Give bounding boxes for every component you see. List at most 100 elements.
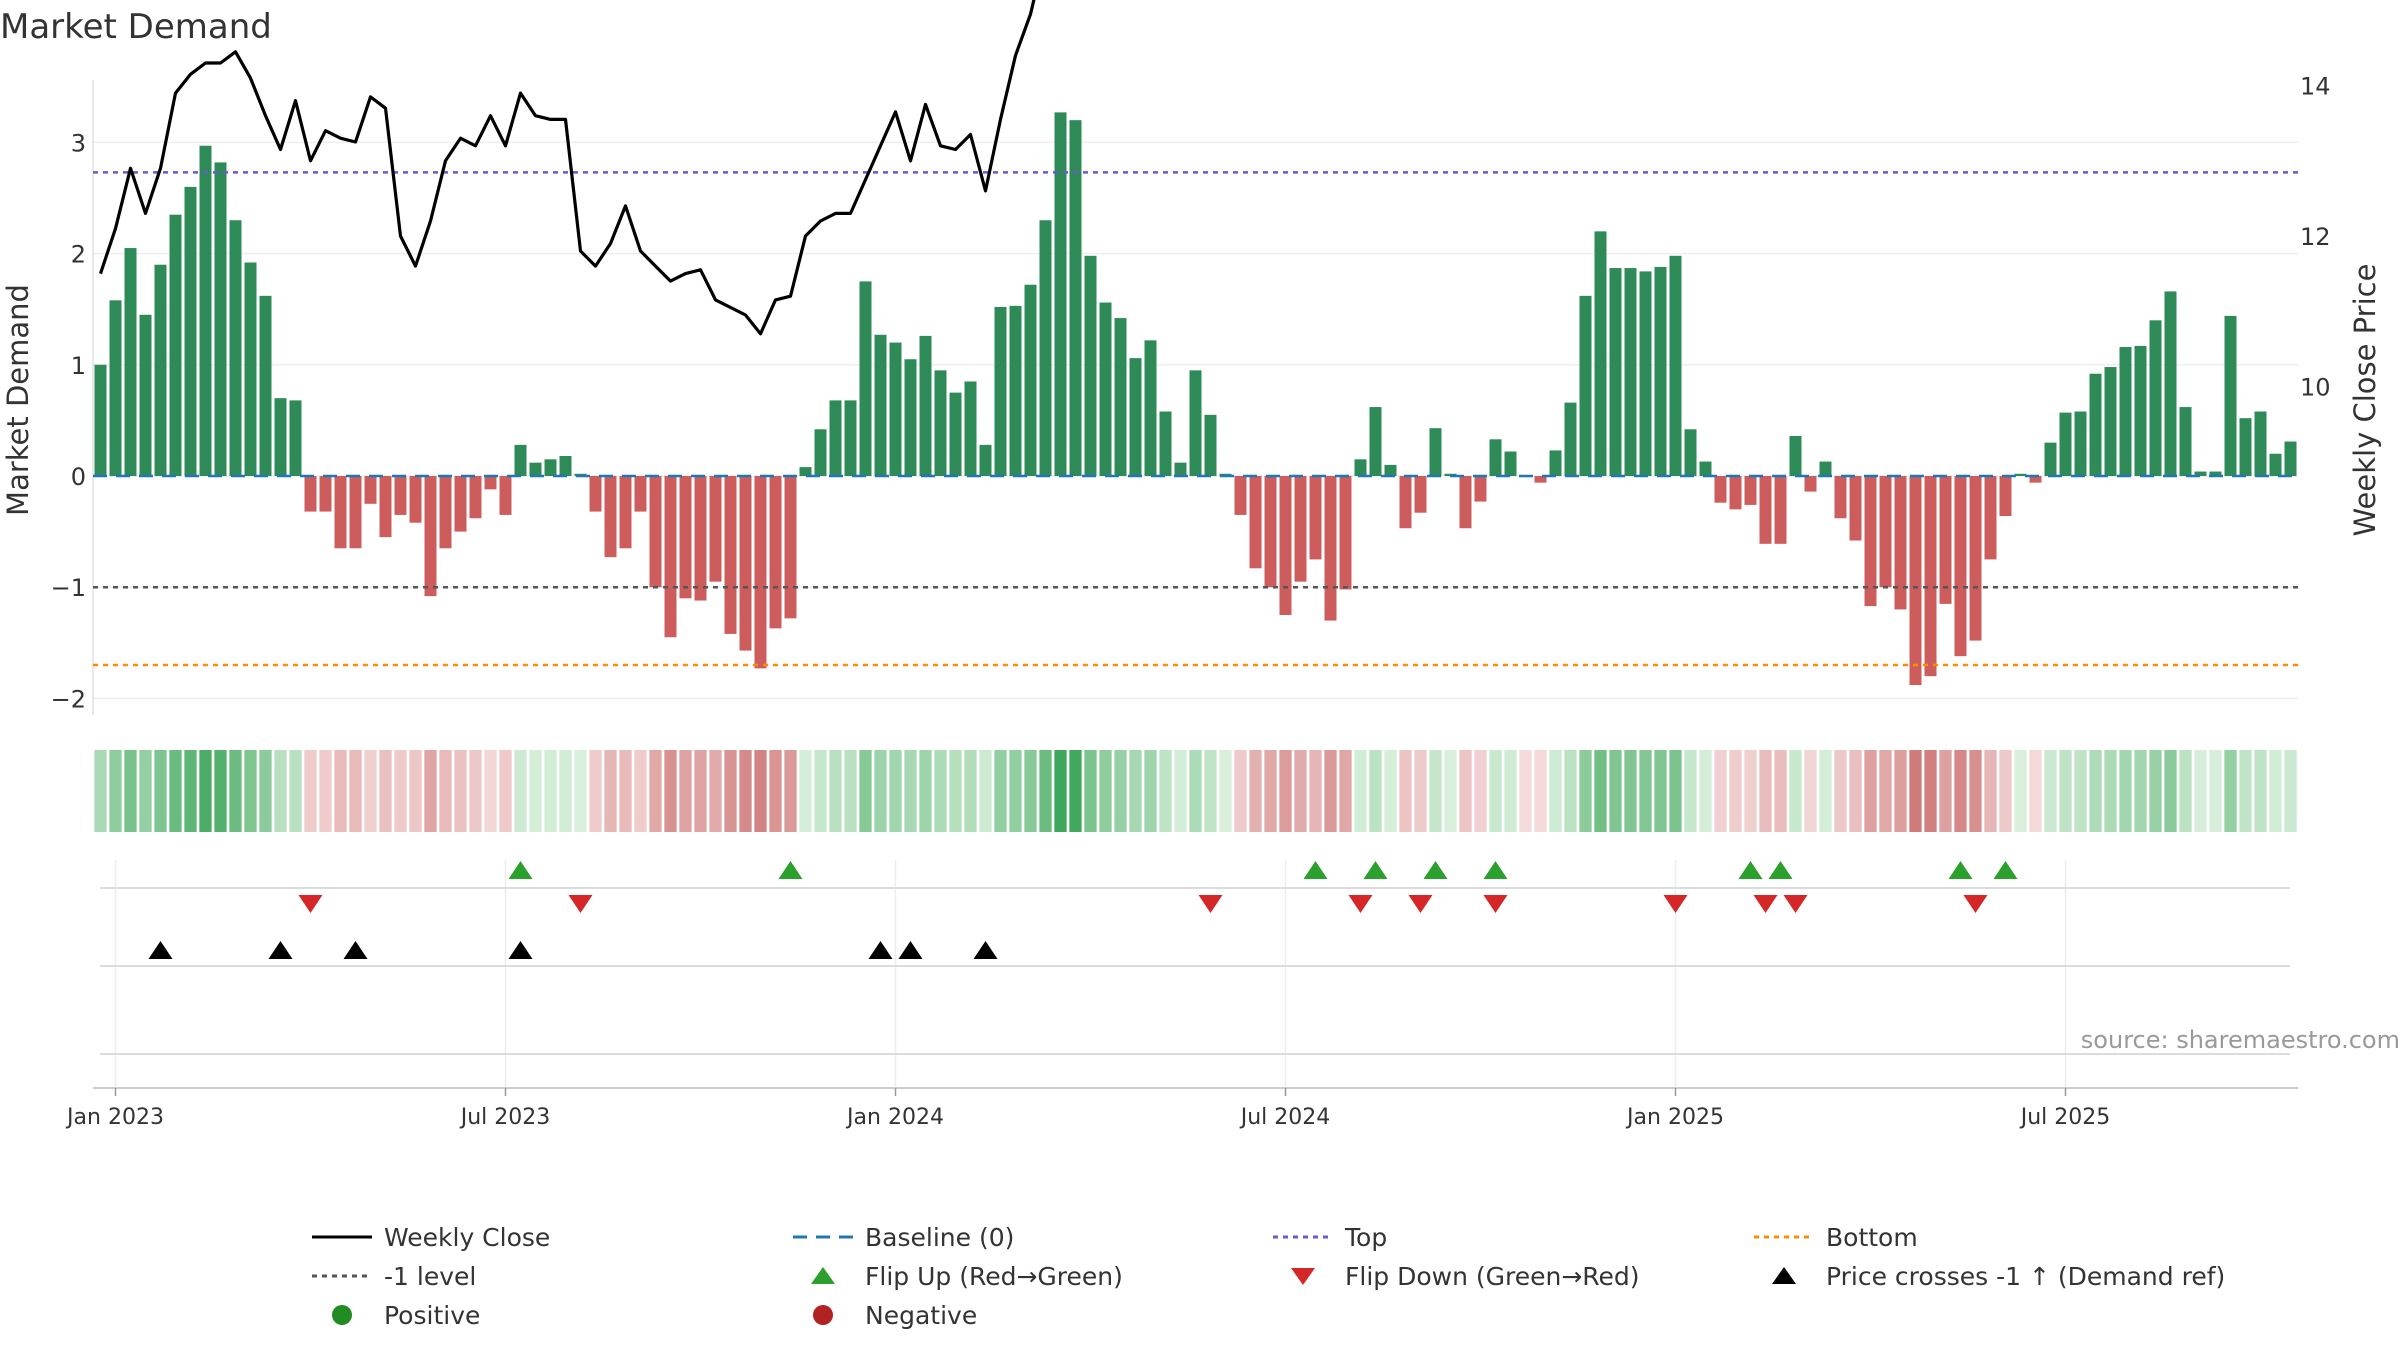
demand-bar: [1954, 476, 1967, 657]
chart-title: Market Demand: [0, 7, 272, 47]
heat-cell: [1129, 750, 1142, 832]
heat-cell: [1609, 750, 1622, 832]
heat-cell: [1954, 750, 1967, 832]
demand-bar: [559, 455, 572, 476]
demand-bar: [1399, 476, 1412, 529]
heat-cell: [1549, 750, 1562, 832]
heat-cell: [274, 750, 287, 832]
price-cross-marker: [508, 941, 533, 959]
flip-up-marker: [778, 861, 803, 879]
heat-cell: [559, 750, 572, 832]
legend-item: Weekly Close: [312, 1223, 550, 1252]
demand-bar: [289, 400, 302, 476]
legend-item: Positive: [332, 1301, 480, 1330]
heat-cell: [1489, 750, 1502, 832]
heat-cell: [829, 750, 842, 832]
left-tick-label: −2: [51, 685, 86, 713]
heat-cell: [2179, 750, 2192, 832]
heat-cell: [1174, 750, 1187, 832]
heat-cell: [934, 750, 947, 832]
heat-cell: [2269, 750, 2282, 832]
flip-up-marker: [1993, 861, 2018, 879]
legend-item: Bottom: [1754, 1223, 1918, 1252]
legend-label: Top: [1344, 1223, 1387, 1252]
demand-bar: [409, 476, 422, 523]
heat-cell: [574, 750, 587, 832]
heat-cell: [1939, 750, 1952, 832]
heat-cell: [1114, 750, 1127, 832]
heat-cell: [1534, 750, 1547, 832]
heat-cell: [1294, 750, 1307, 832]
heat-cell: [514, 750, 527, 832]
heat-cell: [964, 750, 977, 832]
demand-bar: [1894, 476, 1907, 610]
heat-cell: [2239, 750, 2252, 832]
legend-item: Flip Up (Red→Green): [811, 1262, 1123, 1291]
demand-bar: [424, 476, 437, 597]
legend-label: Positive: [384, 1301, 480, 1330]
source-credit: source: sharemaestro.com: [2081, 1026, 2400, 1054]
heat-cell: [1069, 750, 1082, 832]
heat-cell: [169, 750, 182, 832]
demand-bar: [1129, 358, 1142, 476]
heat-cell: [244, 750, 257, 832]
heat-cell: [694, 750, 707, 832]
heat-cell: [1264, 750, 1277, 832]
heat-cell: [2194, 750, 2207, 832]
demand-bar: [754, 476, 767, 669]
heat-cell: [1594, 750, 1607, 832]
demand-bars: [94, 112, 2297, 686]
flip-down-marker: [298, 895, 323, 913]
demand-bar: [2179, 407, 2192, 476]
heat-cell: [1624, 750, 1637, 832]
flip-up-marker: [1738, 861, 1763, 879]
flip-down-marker: [1483, 895, 1508, 913]
demand-bar: [919, 335, 932, 476]
heat-cell: [589, 750, 602, 832]
heat-cell: [1144, 750, 1157, 832]
demand-bar: [469, 476, 482, 519]
demand-bar: [1534, 476, 1547, 483]
heat-cell: [1099, 750, 1112, 832]
legend: Weekly Close Baseline (0) Top Bottom -1 leve…: [312, 1223, 2225, 1330]
demand-bar: [1909, 476, 1922, 686]
demand-bar: [169, 214, 182, 476]
demand-bar: [1684, 429, 1697, 476]
price-cross-marker: [148, 941, 173, 959]
heat-cell: [2224, 750, 2237, 832]
reference-lines: [93, 171, 2298, 667]
demand-bar: [2254, 411, 2267, 476]
demand-bar: [1729, 476, 1742, 510]
heat-cell: [1354, 750, 1367, 832]
price-cross-marker: [268, 941, 293, 959]
left-tick-label: 1: [71, 352, 86, 380]
demand-bar: [649, 476, 662, 588]
demand-bar: [1624, 268, 1637, 476]
demand-bar: [1699, 461, 1712, 476]
heat-cell: [1774, 750, 1787, 832]
demand-bar: [1354, 459, 1367, 476]
heat-cell: [259, 750, 272, 832]
x-tick-label: Jan 2025: [1625, 1105, 1724, 1130]
demand-bar: [274, 398, 287, 476]
legend-swatch: [813, 1305, 833, 1325]
legend-item: Baseline (0): [793, 1223, 1014, 1252]
heat-cell: [1639, 750, 1652, 832]
demand-bar: [1564, 402, 1577, 476]
heat-cell: [139, 750, 152, 832]
demand-bar: [994, 306, 1007, 476]
demand-bar: [439, 476, 452, 549]
demand-bar: [94, 364, 107, 476]
legend-item: -1 level: [312, 1262, 476, 1291]
demand-bar: [2104, 367, 2117, 476]
flip-down-marker: [1348, 895, 1373, 913]
demand-bar: [1549, 450, 1562, 476]
heat-cell: [529, 750, 542, 832]
legend-label: -1 level: [384, 1262, 476, 1291]
demand-bar: [889, 342, 902, 476]
demand-bar: [1609, 268, 1622, 476]
demand-bar: [1789, 435, 1802, 476]
demand-bar: [2164, 291, 2177, 476]
demand-bar: [2089, 373, 2102, 476]
